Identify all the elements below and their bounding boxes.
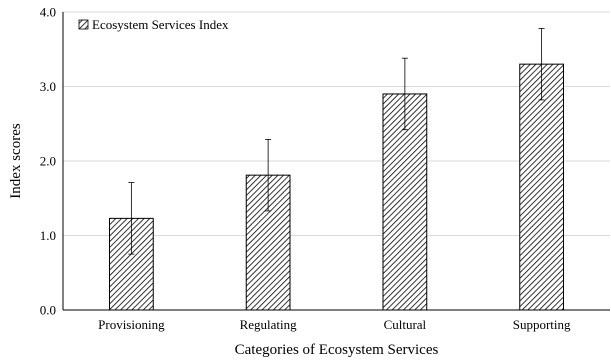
- error-bar-provisioning: [128, 182, 135, 255]
- x-axis-title: Categories of Ecosystem Services: [235, 342, 439, 358]
- y-tick-label: 0.0: [40, 303, 56, 318]
- y-tick-label: 1.0: [40, 228, 56, 243]
- x-tick-label: Cultural: [384, 317, 427, 332]
- bars: [108, 63, 565, 311]
- x-tick-label: Regulating: [240, 317, 298, 332]
- x-tick-label: Supporting: [513, 317, 571, 332]
- error-bar-regulating: [265, 138, 272, 212]
- y-tick-label: 4.0: [40, 5, 56, 20]
- y-tick-label: 3.0: [40, 79, 56, 94]
- y-tick-label: 2.0: [40, 154, 56, 169]
- legend-label: Ecosystem Services Index: [92, 17, 229, 32]
- legend-swatch: [78, 19, 89, 30]
- error-bar-supporting: [538, 27, 545, 101]
- x-tick-label: Provisioning: [98, 317, 165, 332]
- y-axis-ticks: 0.0 1.0 2.0 3.0 4.0: [40, 5, 56, 318]
- error-bar-cultural: [401, 57, 408, 131]
- x-axis-ticks: Provisioning Regulating Cultural Supporting: [98, 317, 571, 332]
- gridlines: [63, 11, 610, 236]
- bar-supporting: [519, 63, 565, 311]
- y-axis-title: Index scores: [8, 123, 24, 199]
- legend: Ecosystem Services Index: [78, 17, 229, 32]
- error-bars: [128, 27, 545, 255]
